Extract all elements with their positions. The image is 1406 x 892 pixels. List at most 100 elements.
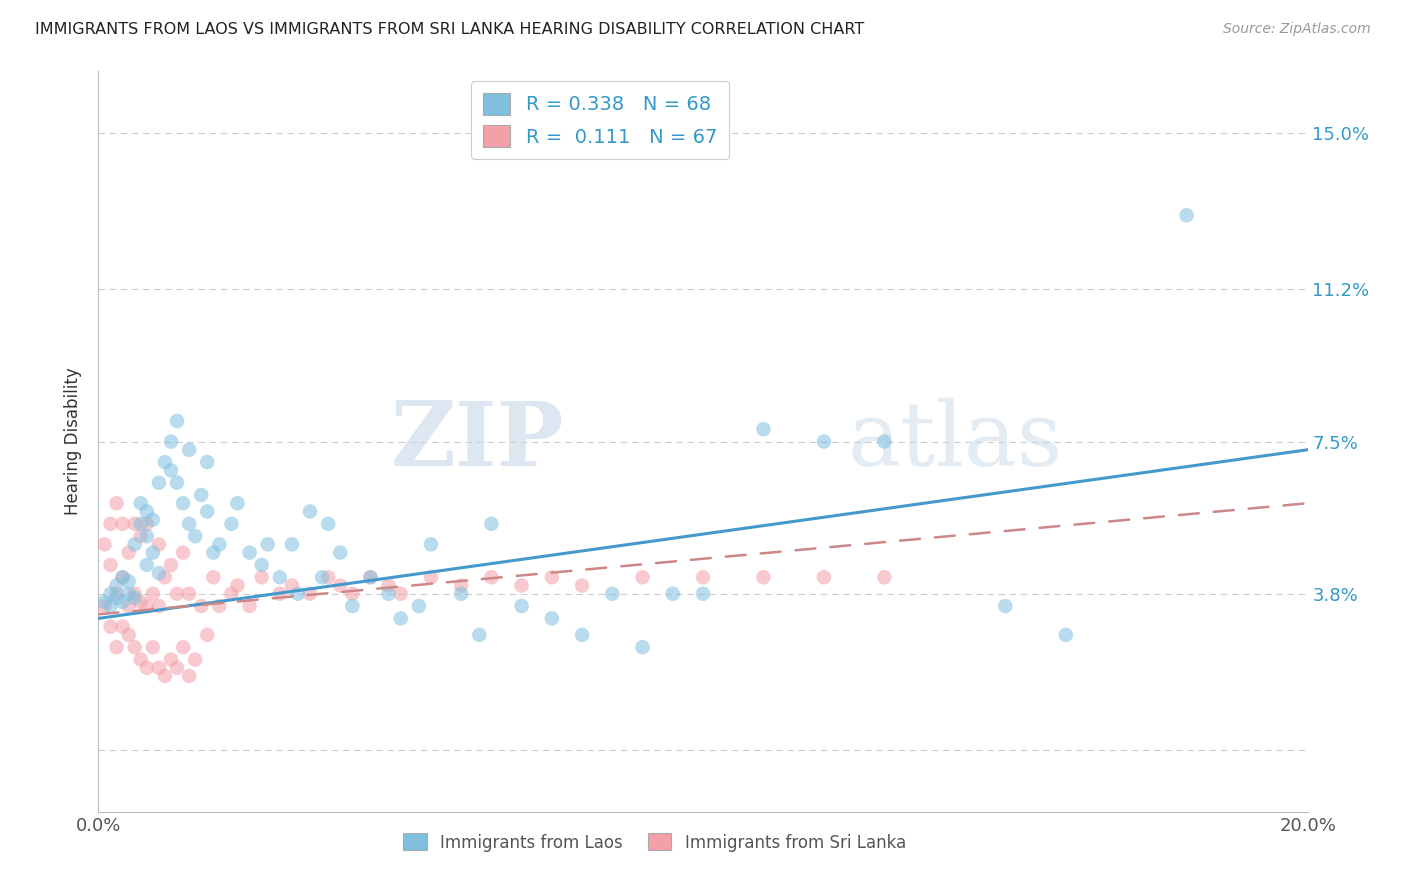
Point [111, 620, 134, 634]
Point [172, 496, 194, 510]
Point [129, 652, 152, 666]
Point [142, 546, 165, 560]
Point [93, 599, 115, 613]
Point [377, 587, 399, 601]
Point [148, 537, 170, 551]
Point [148, 475, 170, 490]
Point [813, 570, 835, 584]
Point [269, 587, 291, 601]
Point [118, 546, 141, 560]
Point [135, 661, 157, 675]
Point [450, 587, 472, 601]
Point [105, 587, 128, 601]
Point [129, 496, 152, 510]
Point [124, 591, 146, 605]
Point [166, 475, 188, 490]
Point [118, 628, 141, 642]
Point [571, 578, 593, 592]
Point [250, 570, 273, 584]
Point [129, 529, 152, 543]
Point [111, 595, 134, 609]
Point [661, 587, 683, 601]
Point [148, 599, 170, 613]
Point [129, 595, 152, 609]
Point [342, 587, 364, 601]
Point [166, 587, 188, 601]
Point [316, 570, 339, 584]
Point [124, 587, 146, 601]
Point [202, 546, 225, 560]
Point [195, 628, 218, 642]
Point [100, 620, 122, 634]
Point [631, 640, 654, 655]
Point [160, 558, 183, 572]
Text: atlas: atlas [848, 398, 1063, 485]
Point [172, 546, 194, 560]
Point [179, 442, 201, 457]
Point [481, 516, 503, 531]
Point [135, 529, 157, 543]
Point [540, 570, 562, 584]
Point [135, 516, 157, 531]
Point [105, 591, 128, 605]
Point [299, 587, 322, 601]
Point [100, 599, 122, 613]
Point [221, 587, 243, 601]
Point [250, 558, 273, 572]
Point [239, 599, 262, 613]
Text: IMMIGRANTS FROM LAOS VS IMMIGRANTS FROM SRI LANKA HEARING DISABILITY CORRELATION: IMMIGRANTS FROM LAOS VS IMMIGRANTS FROM … [35, 22, 865, 37]
Point [540, 611, 562, 625]
Point [481, 570, 503, 584]
Point [342, 599, 364, 613]
Point [208, 537, 231, 551]
Point [172, 640, 194, 655]
Point [184, 652, 207, 666]
Point [389, 587, 412, 601]
Point [377, 578, 399, 592]
Point [142, 640, 165, 655]
Point [118, 587, 141, 601]
Point [166, 414, 188, 428]
Point [752, 570, 775, 584]
Point [571, 628, 593, 642]
Point [195, 455, 218, 469]
Point [389, 611, 412, 625]
Point [142, 513, 165, 527]
Point [129, 516, 152, 531]
Point [221, 516, 243, 531]
Point [994, 599, 1017, 613]
Point [111, 516, 134, 531]
Point [269, 570, 291, 584]
Point [450, 578, 472, 592]
Text: ZIP: ZIP [391, 398, 564, 485]
Point [195, 504, 218, 518]
Point [148, 566, 170, 581]
Point [118, 599, 141, 613]
Point [510, 599, 533, 613]
Point [360, 570, 382, 584]
Point [226, 578, 249, 592]
Point [111, 570, 134, 584]
Point [153, 455, 176, 469]
Point [873, 570, 896, 584]
Point [190, 488, 212, 502]
Point [190, 599, 212, 613]
Point [135, 558, 157, 572]
Text: Source: ZipAtlas.com: Source: ZipAtlas.com [1223, 22, 1371, 37]
Point [692, 587, 714, 601]
Point [179, 587, 201, 601]
Point [281, 537, 304, 551]
Point [360, 570, 382, 584]
Point [166, 661, 188, 675]
Point [873, 434, 896, 449]
Point [602, 587, 624, 601]
Point [100, 558, 122, 572]
Point [420, 570, 443, 584]
Point [329, 546, 352, 560]
Point [208, 599, 231, 613]
Point [202, 570, 225, 584]
Point [124, 516, 146, 531]
Point [316, 516, 339, 531]
Point [179, 669, 201, 683]
Point [468, 628, 491, 642]
